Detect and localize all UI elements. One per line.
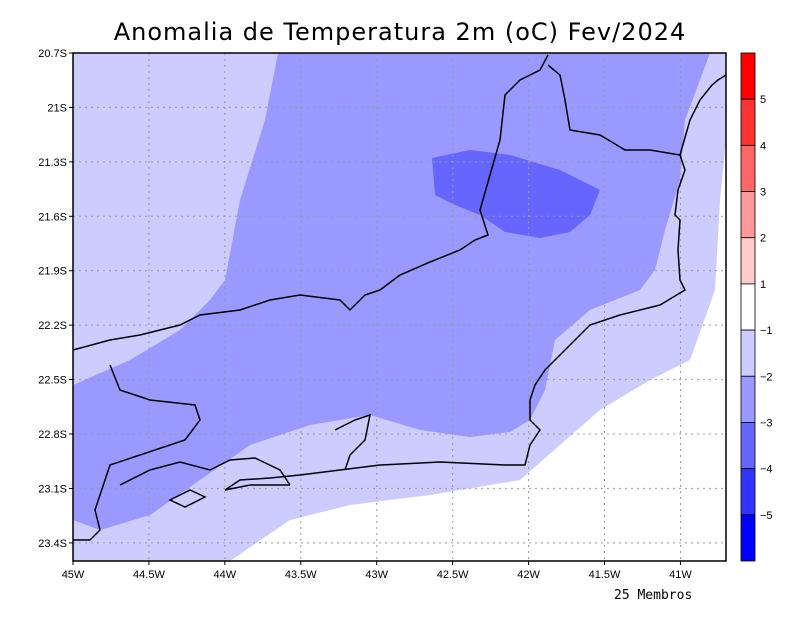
- x-tick-label: 43.5W: [285, 569, 317, 581]
- colorbar-label: 3: [760, 187, 766, 199]
- y-tick-label: 22.8S: [38, 429, 67, 441]
- y-tick-label: 22.5S: [38, 375, 67, 387]
- x-tick-label: 42W: [517, 569, 540, 581]
- shade-minus3-minus4: [432, 150, 600, 238]
- colorbar-swatch: [740, 514, 756, 562]
- x-tick-label: 41W: [669, 569, 692, 581]
- y-tick-label: 21.9S: [38, 266, 67, 278]
- x-tick-label: 43W: [365, 569, 388, 581]
- colorbar-label: 4: [760, 140, 766, 152]
- colorbar-swatch: [740, 422, 756, 470]
- chart-title: Anomalia de Temperatura 2m (oC) Fev/2024: [113, 18, 687, 46]
- colorbar-label: 5: [760, 94, 766, 106]
- x-tick-label: 45W: [62, 569, 85, 581]
- border-sp-rj: [73, 364, 201, 541]
- colorbar-label: −4: [760, 464, 773, 476]
- y-tick-label: 22.2S: [38, 320, 67, 332]
- colorbar-label: −5: [760, 510, 773, 522]
- y-tick-label: 21S: [47, 102, 67, 114]
- y-tick-label: 21.3S: [38, 157, 67, 169]
- colorbar-swatch: [740, 237, 756, 285]
- y-tick-label: 20.7S: [38, 48, 67, 60]
- map-frame: [72, 52, 727, 562]
- map-area: [72, 52, 727, 562]
- y-tick-label: 23.4S: [38, 538, 67, 550]
- colorbar-swatch: [740, 329, 756, 377]
- members-label: 25 Membros: [614, 588, 693, 603]
- colorbar-swatch: [740, 468, 756, 516]
- colorbar-label: −2: [760, 371, 773, 383]
- colorbar-swatch: [740, 375, 756, 423]
- x-axis: 45W 44.5W 44W 43.5W 43W 42.5W 42W 41.5W 41W: [62, 561, 692, 581]
- x-tick-label: 41.5W: [589, 569, 621, 581]
- colorbar-swatch: [740, 191, 756, 239]
- state-borders: [72, 54, 727, 541]
- colorbar-label: 1: [760, 279, 766, 291]
- y-tick-label: 21.6S: [38, 211, 67, 223]
- colorbar: 5 4 3 2 1 −1 −2 −3 −4 −5: [740, 52, 773, 562]
- border-mg-rj: [72, 54, 549, 351]
- colorbar-label: −1: [760, 325, 773, 337]
- x-tick-label: 44.5W: [133, 569, 165, 581]
- y-axis: 20.7S 21S 21.3S 21.6S 21.9S 22.2S 22.5S 22.8S 23…: [38, 48, 73, 550]
- colorbar-label: 2: [760, 233, 766, 245]
- colorbar-label: −3: [760, 417, 773, 429]
- coast-north: [679, 74, 727, 156]
- y-tick-label: 23.1S: [38, 483, 67, 495]
- colorbar-swatch: [740, 98, 756, 146]
- colorbar-swatch: [740, 52, 756, 100]
- border-es: [224, 64, 686, 491]
- x-tick-label: 44W: [214, 569, 237, 581]
- colorbar-swatch: [740, 144, 756, 192]
- colorbar-swatch: [740, 283, 756, 331]
- x-tick-label: 42.5W: [437, 569, 469, 581]
- coast-bays: [119, 413, 371, 508]
